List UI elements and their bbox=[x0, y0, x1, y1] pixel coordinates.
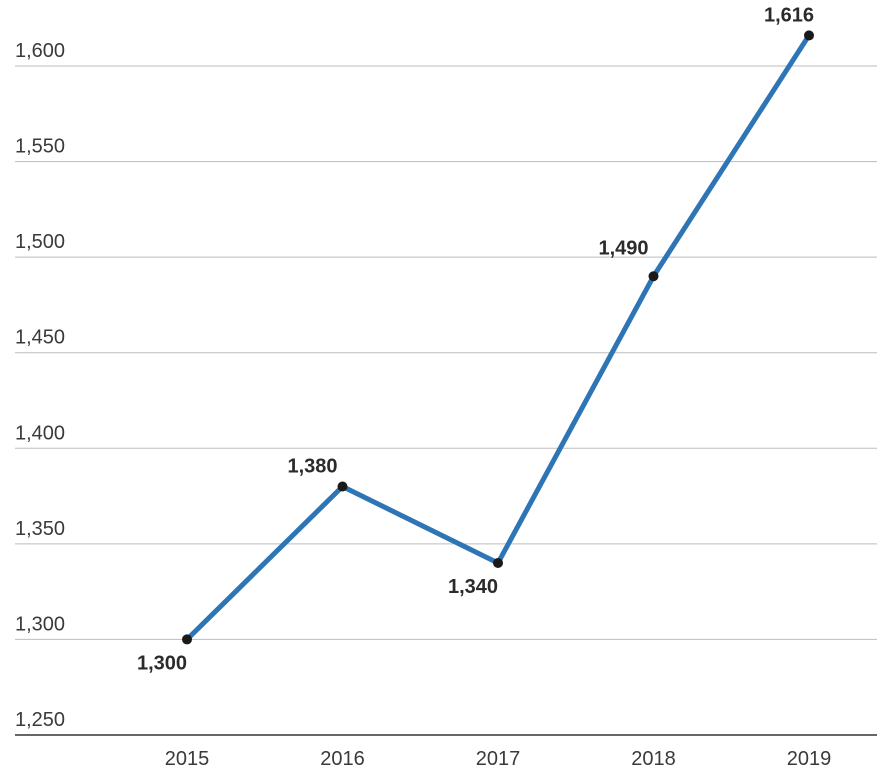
data-label: 1,616 bbox=[764, 4, 814, 26]
y-tick-label: 1,350 bbox=[15, 518, 65, 540]
data-label: 1,340 bbox=[448, 576, 498, 598]
x-tick-label: 2015 bbox=[165, 748, 210, 770]
data-label: 1,300 bbox=[137, 652, 187, 674]
y-tick-label: 1,450 bbox=[15, 327, 65, 349]
data-point bbox=[804, 30, 814, 41]
data-point bbox=[182, 634, 192, 645]
y-tick-label: 1,600 bbox=[15, 40, 65, 62]
y-tick-label: 1,250 bbox=[15, 709, 65, 731]
y-tick-label: 1,550 bbox=[15, 136, 65, 158]
x-tick-label: 2019 bbox=[787, 748, 832, 770]
data-label: 1,380 bbox=[287, 456, 337, 478]
data-label: 1,490 bbox=[598, 237, 648, 259]
y-tick-label: 1,500 bbox=[15, 231, 65, 253]
x-tick-label: 2018 bbox=[631, 748, 676, 770]
data-point bbox=[648, 271, 659, 282]
y-tick-label: 1,400 bbox=[15, 422, 65, 444]
y-tick-label: 1,300 bbox=[15, 613, 65, 635]
series-line bbox=[184, 32, 812, 642]
data-point bbox=[337, 481, 348, 492]
x-tick-label: 2016 bbox=[320, 748, 365, 770]
data-point bbox=[493, 557, 503, 568]
x-tick-label: 2017 bbox=[476, 748, 521, 770]
